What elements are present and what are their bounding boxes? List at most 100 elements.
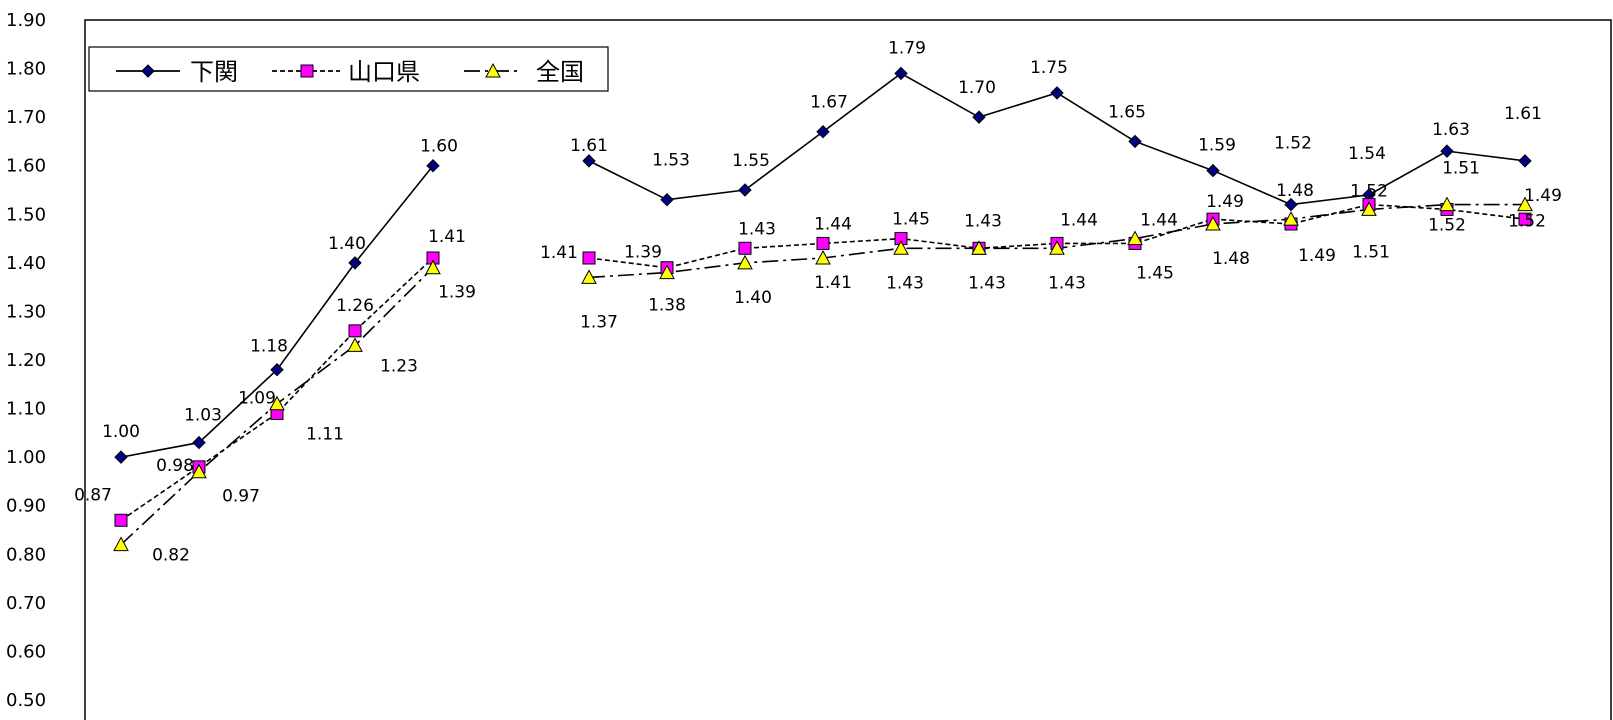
data-label: 1.67: [810, 93, 848, 113]
data-label: 1.51: [1352, 242, 1390, 262]
data-point: [1050, 86, 1064, 100]
data-point: [348, 256, 362, 270]
data-point: [1128, 134, 1142, 149]
data-point: [1440, 144, 1454, 158]
y-tick-label: 1.30: [6, 301, 46, 322]
data-point: [971, 240, 987, 255]
data-point: [113, 536, 129, 552]
data-label: 1.41: [540, 243, 578, 263]
data-point: [114, 513, 128, 527]
y-tick-label: 1.50: [6, 204, 46, 225]
data-point: [1205, 215, 1221, 231]
data-label: 1.48: [1276, 181, 1314, 201]
data-label: 1.61: [1504, 104, 1542, 124]
legend-label: 山口県: [348, 58, 420, 86]
data-label: 1.40: [328, 234, 366, 254]
data-point: [1518, 212, 1532, 226]
legend-item: 山口県: [272, 58, 420, 86]
data-point: [582, 154, 596, 168]
legend-marker: [300, 64, 314, 78]
data-label: 1.44: [1140, 210, 1178, 230]
data-point: [660, 193, 674, 207]
data-point: [1127, 230, 1143, 246]
data-point: [738, 183, 752, 197]
data-label: 1.48: [1212, 249, 1250, 269]
data-point: [348, 324, 362, 338]
data-label: 1.09: [238, 388, 276, 408]
legend-marker: [141, 64, 155, 78]
series-markers: [113, 66, 1533, 552]
data-point: [192, 435, 206, 450]
data-point: [1284, 197, 1298, 212]
legend-box: [88, 46, 609, 92]
legend-marker: [485, 62, 501, 78]
data-point: [894, 66, 908, 81]
legend-label: 下関: [190, 58, 238, 86]
data-label: 1.43: [968, 273, 1006, 293]
data-label: 1.70: [958, 78, 996, 98]
data-label: 1.45: [892, 210, 930, 230]
y-tick-label: 0.60: [6, 641, 46, 662]
data-point: [816, 236, 830, 250]
data-point: [1049, 240, 1065, 255]
data-point: [347, 337, 363, 352]
data-label: 1.51: [1442, 158, 1480, 178]
data-label: 0.97: [222, 487, 260, 507]
data-label: 0.87: [74, 485, 112, 505]
data-point: [893, 240, 909, 255]
y-tick-label: 1.00: [6, 447, 46, 468]
data-point: [425, 259, 441, 275]
series-lines: [120, 72, 1526, 546]
data-label: 1.79: [888, 38, 926, 58]
data-label: 0.98: [156, 456, 194, 476]
data-label: 1.44: [1060, 210, 1098, 230]
data-label: 1.37: [580, 312, 618, 332]
data-label: 1.43: [738, 219, 776, 239]
y-tick-label: 1.70: [6, 107, 46, 128]
data-label: 1.44: [814, 214, 852, 234]
data-label: 1.61: [570, 136, 608, 156]
data-label: 1.49: [1206, 192, 1244, 212]
data-point: [1283, 211, 1299, 226]
data-label: 1.11: [306, 425, 344, 445]
data-label: 1.59: [1198, 136, 1236, 156]
data-label: 1.39: [438, 283, 476, 303]
y-axis: 0.50 0.60 0.70 0.80 0.90 1.00 1.10 1.20 1.30 1.40…: [6, 10, 46, 711]
legend: 下関 山口県 全国: [88, 46, 609, 92]
data-label: 1.55: [732, 151, 770, 171]
y-tick-label: 0.90: [6, 496, 46, 517]
data-label: 1.52: [1508, 212, 1546, 232]
data-point: [815, 249, 831, 265]
data-point: [1361, 201, 1377, 216]
data-label: 1.18: [250, 337, 288, 357]
data-point: [269, 395, 285, 411]
data-label: 1.41: [428, 227, 466, 247]
data-label: 1.54: [1348, 144, 1386, 164]
data-label: 1.75: [1030, 58, 1068, 78]
legend-item: 全国: [464, 58, 584, 86]
data-label: 1.52: [1274, 134, 1312, 154]
data-point: [816, 125, 830, 139]
data-label: 1.45: [1136, 264, 1174, 284]
y-tick-label: 0.80: [6, 544, 46, 565]
y-tick-label: 0.50: [6, 690, 46, 711]
series-line: [120, 257, 434, 521]
data-point: [191, 463, 207, 479]
data-label: 1.38: [648, 296, 686, 316]
data-label: 0.82: [152, 546, 190, 566]
data-point: [426, 159, 440, 173]
y-tick-label: 1.60: [6, 156, 46, 177]
data-label: 1.03: [184, 406, 222, 426]
data-point: [582, 251, 596, 265]
data-point: [659, 264, 675, 280]
data-point: [738, 241, 752, 255]
data-label: 1.52: [1428, 216, 1466, 236]
data-label: 1.43: [1048, 273, 1086, 293]
data-point: [737, 254, 753, 270]
data-point: [581, 269, 597, 284]
data-label: 1.26: [336, 296, 374, 316]
data-label: 1.43: [964, 211, 1002, 231]
y-tick-label: 1.40: [6, 253, 46, 274]
data-point: [114, 450, 128, 464]
data-label: 1.52: [1350, 182, 1388, 202]
